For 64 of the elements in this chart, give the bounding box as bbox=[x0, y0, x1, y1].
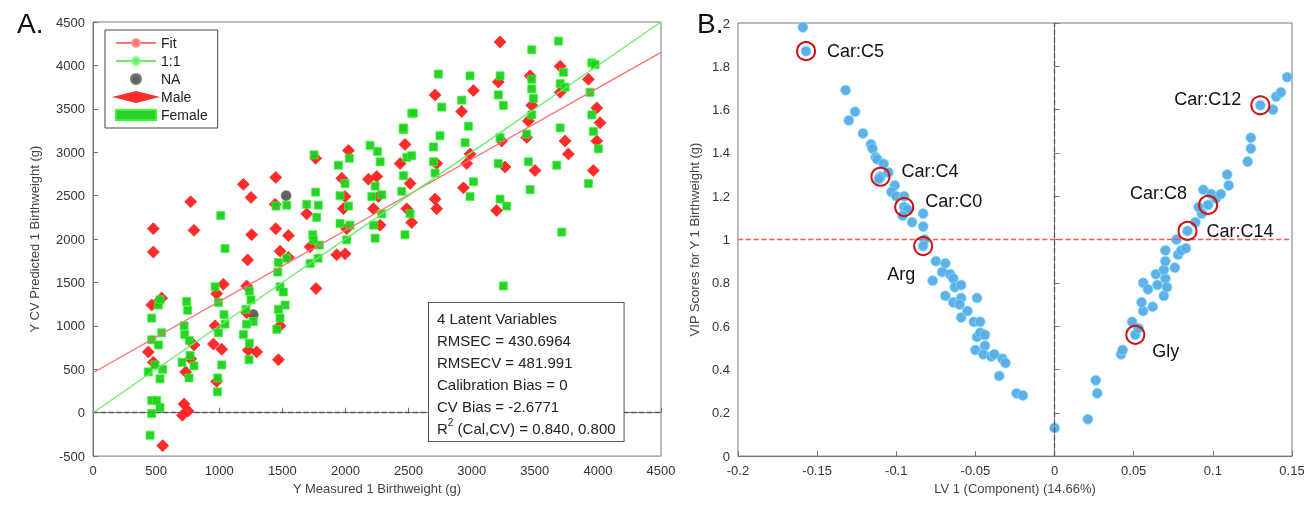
x-tick-label: -0.1 bbox=[885, 463, 908, 479]
annotation: Car:C14 bbox=[1206, 220, 1274, 241]
annotation: Car:C4 bbox=[901, 160, 959, 181]
x-tick-label: 3000 bbox=[457, 463, 487, 479]
y-tick-label: 2 bbox=[722, 15, 730, 31]
x-tick-label: 4000 bbox=[583, 463, 613, 479]
x-tick-label: 0 bbox=[1050, 463, 1059, 479]
x-tick-label: 2500 bbox=[394, 463, 424, 479]
x-tick-label: 1000 bbox=[204, 463, 234, 479]
x-tick-label: 500 bbox=[145, 463, 167, 479]
y-tick-label: 1.4 bbox=[711, 145, 730, 161]
y-tick-label: 4500 bbox=[56, 14, 85, 30]
x-tick-label: -0.15 bbox=[802, 463, 832, 479]
annotation: Car:C8 bbox=[1130, 182, 1188, 203]
x-tick-label: 1500 bbox=[267, 463, 297, 479]
chart-title: B. bbox=[697, 7, 724, 39]
y-tick-label: -500 bbox=[58, 448, 85, 464]
x-tick-label: 0.05 bbox=[1121, 463, 1147, 479]
annotation: CV Bias = -2.6771 bbox=[437, 397, 560, 415]
y-tick-label: 1.8 bbox=[711, 58, 730, 74]
legend-label: Male bbox=[161, 89, 192, 105]
y-tick-label: 1.6 bbox=[711, 102, 730, 118]
annotation: 4 Latent Variables bbox=[437, 309, 557, 327]
y-tick-label: 4000 bbox=[56, 57, 85, 73]
annotation: RMSECV = 481.991 bbox=[437, 353, 573, 371]
annotation: Car:C5 bbox=[827, 41, 885, 62]
x-tick-label: 2000 bbox=[330, 463, 360, 479]
annotation: Gly bbox=[1152, 340, 1180, 361]
y-tick-label: 1.2 bbox=[711, 188, 730, 204]
y-tick-label: 2000 bbox=[56, 231, 85, 247]
x-tick-label: 0.1 bbox=[1203, 463, 1222, 479]
annotation: Car:C12 bbox=[1174, 89, 1242, 110]
y-tick-label: 1 bbox=[722, 232, 730, 248]
x-axis-title: LV 1 (Component) (14.66%) bbox=[934, 481, 1096, 496]
y-tick-label: 1000 bbox=[56, 318, 85, 334]
y-tick-label: 3000 bbox=[56, 144, 85, 160]
y-tick-label: 0.6 bbox=[711, 318, 730, 334]
x-axis-title: Y Measured 1 Birthweight (g) bbox=[292, 481, 462, 496]
x-tick-label: 4500 bbox=[646, 463, 676, 479]
annotation: Car:C0 bbox=[925, 191, 983, 212]
chart-title: A. bbox=[17, 7, 44, 39]
annotation: Arg bbox=[887, 264, 916, 285]
y-tick-label: 0.2 bbox=[711, 405, 730, 421]
y-axis-title: VIP Scores for Y 1 Birthweight (g) bbox=[687, 142, 702, 337]
y-tick-label: 0.8 bbox=[711, 275, 730, 291]
y-tick-label: 0 bbox=[722, 448, 730, 464]
y-tick-label: 0 bbox=[77, 405, 85, 421]
x-tick-label: 0 bbox=[89, 463, 97, 479]
legend-label: NA bbox=[161, 71, 182, 87]
annotation: Calibration Bias = 0 bbox=[437, 375, 568, 393]
y-tick-label: 500 bbox=[63, 361, 85, 377]
x-tick-label: -0.2 bbox=[726, 463, 750, 479]
y-axis-title: Y CV Predicted 1 Birthweight (g) bbox=[27, 145, 42, 333]
x-tick-label: 0.15 bbox=[1279, 463, 1305, 479]
x-tick-label: -0.05 bbox=[960, 463, 991, 479]
legend-label: Fit bbox=[161, 35, 177, 51]
y-tick-label: 0.4 bbox=[711, 361, 730, 377]
legend-label: 1:1 bbox=[161, 53, 181, 69]
y-tick-label: 2500 bbox=[56, 188, 85, 204]
legend-label: Female bbox=[161, 107, 208, 123]
y-tick-label: 3500 bbox=[56, 101, 85, 117]
x-tick-label: 3500 bbox=[520, 463, 550, 479]
annotation: RMSEC = 430.6964 bbox=[437, 331, 571, 349]
y-tick-label: 1500 bbox=[56, 274, 85, 290]
